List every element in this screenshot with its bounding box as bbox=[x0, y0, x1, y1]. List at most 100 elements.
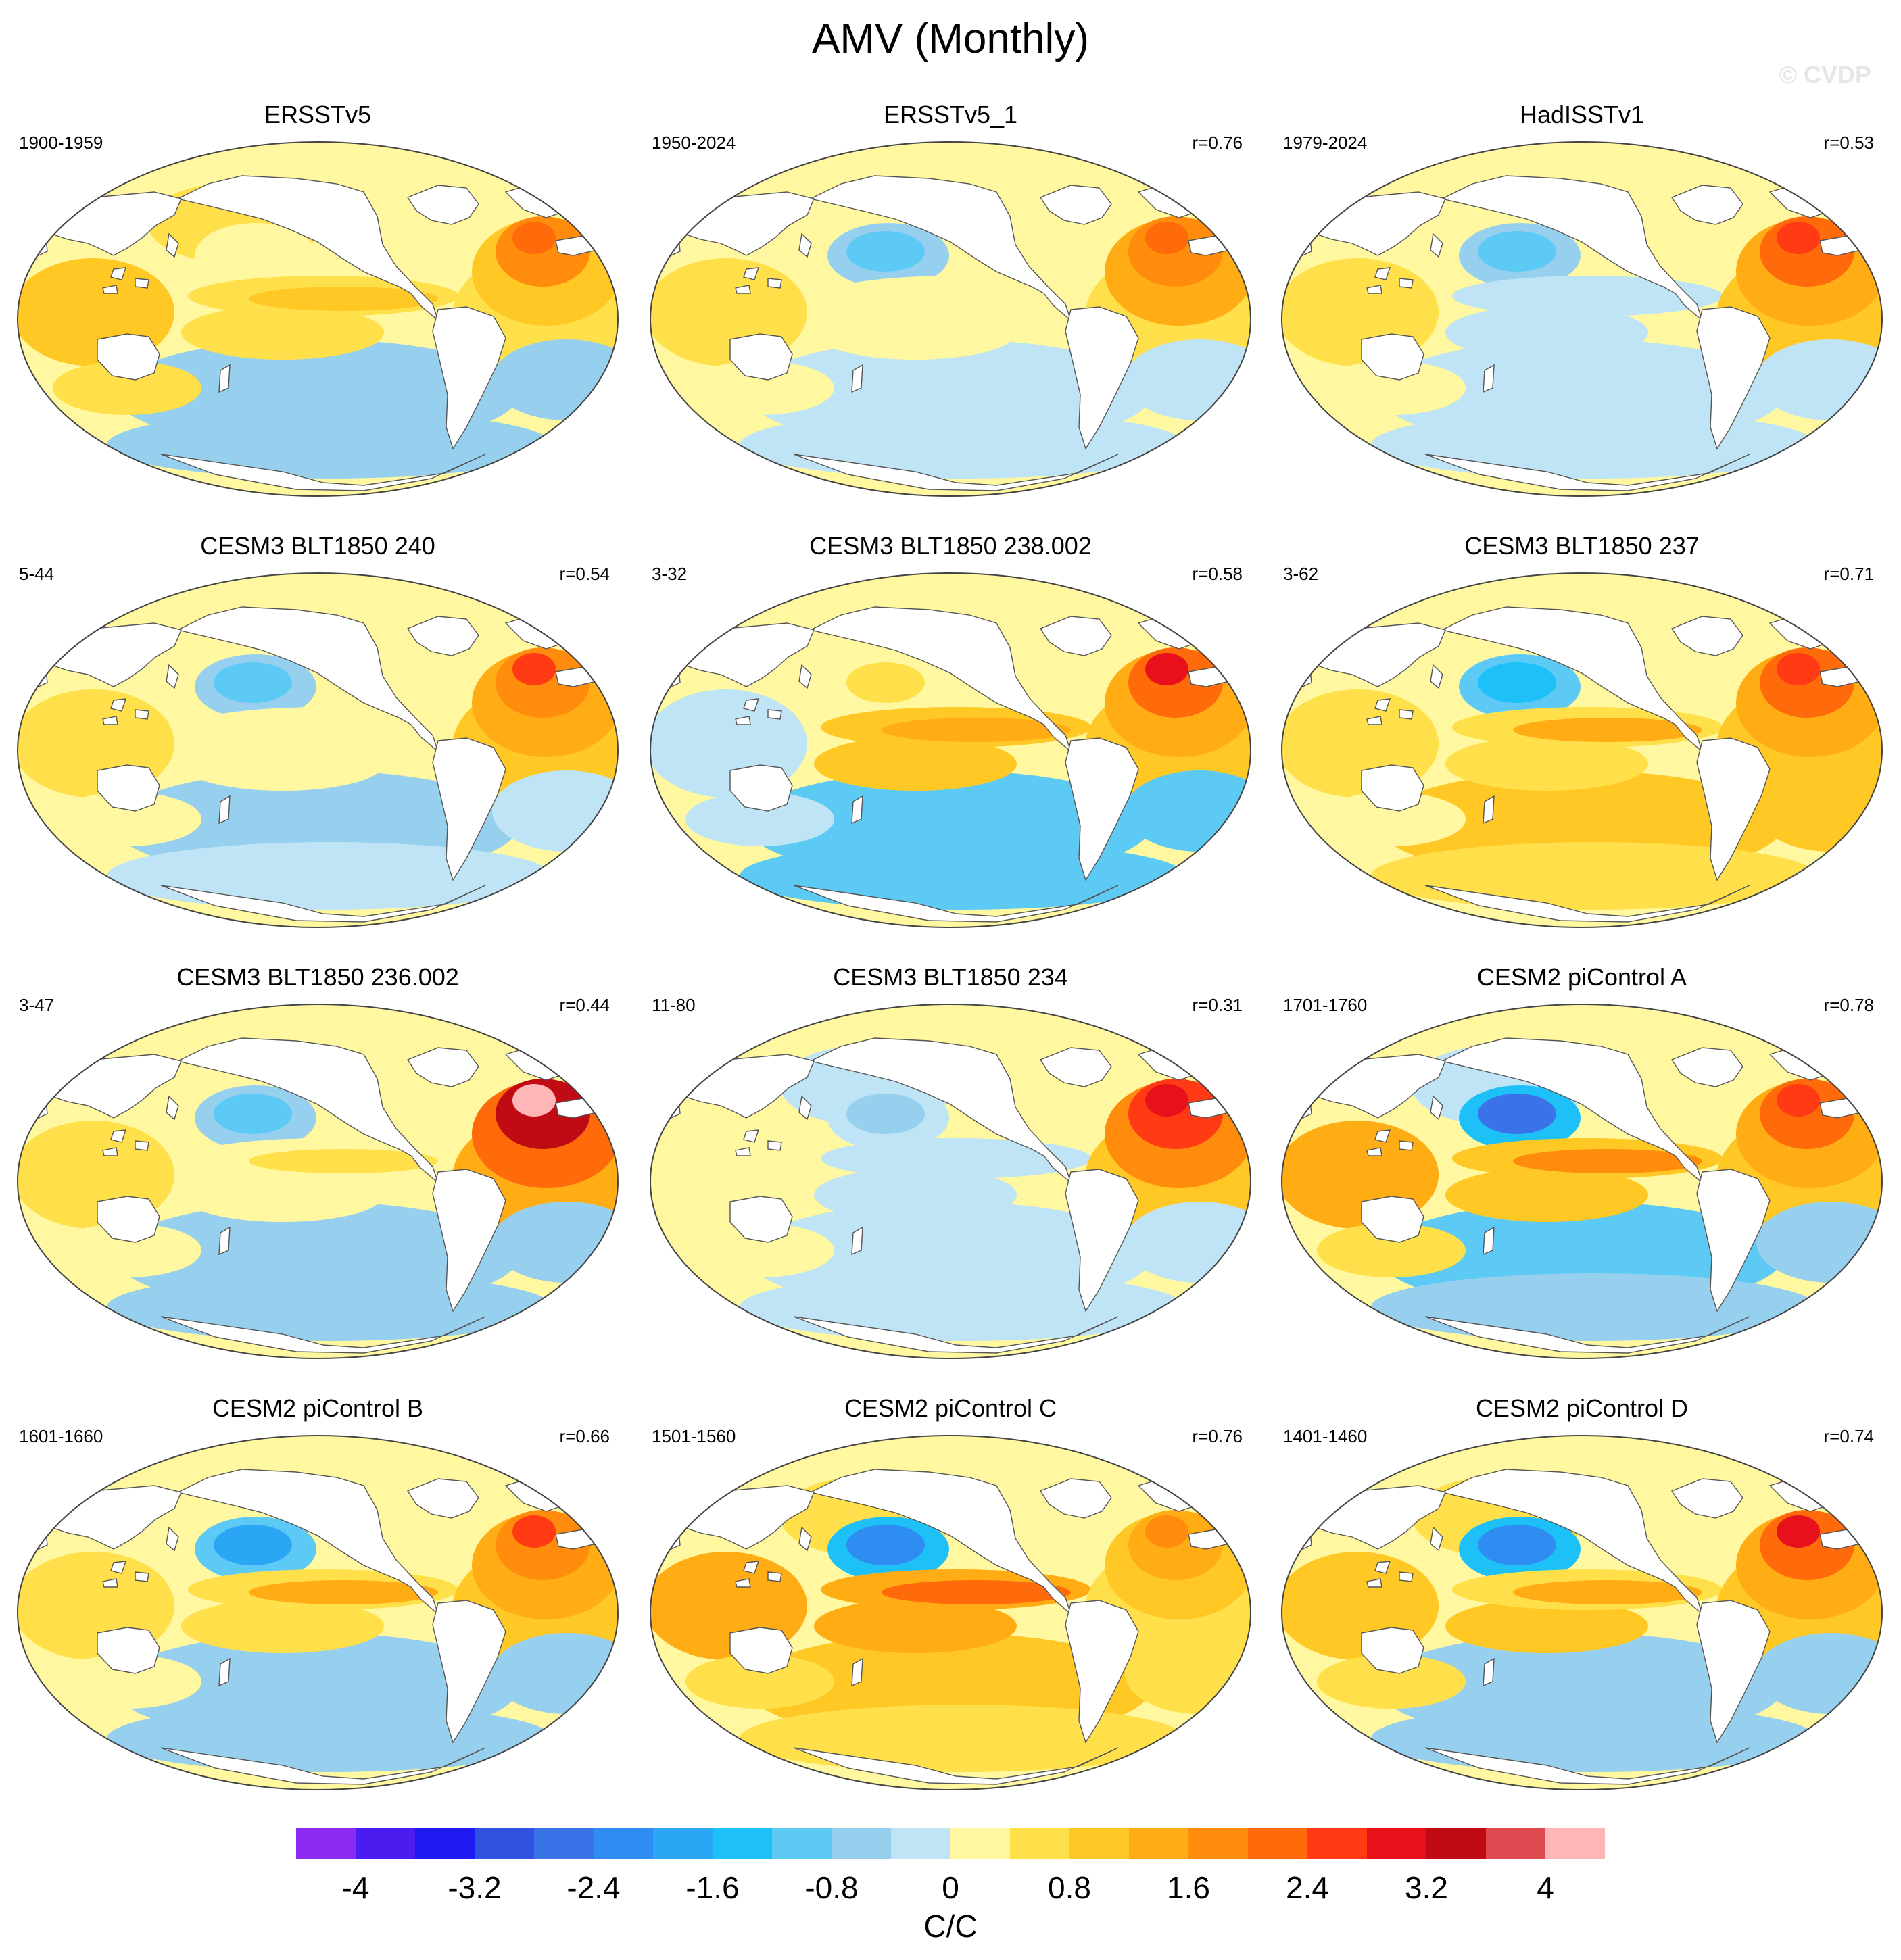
land-mass bbox=[1399, 278, 1414, 289]
far-south-anomaly bbox=[1371, 842, 1817, 910]
land-mass bbox=[1065, 306, 1139, 450]
land-mass bbox=[1424, 885, 1750, 923]
land-mass bbox=[1430, 1095, 1443, 1121]
land-mass bbox=[160, 454, 486, 491]
land-mass bbox=[729, 764, 793, 812]
north-atlantic-core-anomaly bbox=[1145, 653, 1188, 685]
land-mass bbox=[1483, 1226, 1495, 1256]
global-sst-map bbox=[649, 141, 1252, 497]
land-mass bbox=[743, 267, 760, 280]
south-pacific-diagonal-anomaly bbox=[1445, 305, 1648, 360]
colorbar-box bbox=[950, 1828, 1011, 1859]
land-mass bbox=[1282, 1087, 1312, 1121]
land-mass bbox=[798, 1526, 812, 1552]
land-mass bbox=[1670, 1047, 1743, 1087]
land-mass bbox=[1374, 698, 1391, 712]
land-mass bbox=[1039, 1478, 1112, 1519]
colorbar-box bbox=[1010, 1828, 1070, 1859]
land-mass bbox=[1039, 1047, 1112, 1087]
land-mass bbox=[1483, 1657, 1495, 1687]
land-mass bbox=[1374, 267, 1391, 280]
land-mass bbox=[735, 1147, 751, 1156]
land-mass bbox=[102, 716, 118, 725]
global-sst-map bbox=[16, 572, 619, 928]
pdo-core-anomaly bbox=[846, 1094, 925, 1134]
colorbar-box bbox=[713, 1828, 773, 1859]
south-pacific-diagonal-anomaly bbox=[181, 1599, 384, 1653]
map-outline bbox=[649, 1435, 1252, 1790]
panel-title: CESM2 piControl A bbox=[1476, 963, 1687, 991]
land-mass bbox=[1282, 656, 1312, 690]
colorbar-box bbox=[1188, 1828, 1249, 1859]
south-pacific-diagonal-anomaly bbox=[181, 305, 384, 360]
south-indian-anomaly bbox=[53, 1655, 201, 1709]
panel-period: 1501-1560 bbox=[652, 1426, 736, 1446]
land-mass bbox=[176, 175, 439, 322]
south-indian-anomaly bbox=[1317, 1223, 1466, 1277]
land-mass bbox=[1065, 1169, 1139, 1313]
land-mass bbox=[406, 1478, 479, 1519]
north-atlantic-core-anomaly bbox=[1777, 222, 1820, 254]
tropical-pacific-core-anomaly bbox=[1513, 287, 1702, 311]
map-panel: CESM3 BLT1850 238.002 3-32 r=0.58 bbox=[640, 531, 1261, 944]
map-outline bbox=[16, 572, 619, 928]
land-mass bbox=[110, 267, 127, 280]
south-indian-anomaly bbox=[685, 792, 834, 846]
tropical-pacific-core-anomaly bbox=[249, 718, 438, 742]
land-mass bbox=[18, 225, 48, 259]
colorbar-box bbox=[415, 1828, 475, 1859]
land-mass bbox=[1440, 1469, 1704, 1616]
land-mass bbox=[1430, 664, 1443, 689]
north-atlantic-core-anomaly bbox=[512, 1084, 556, 1117]
map-outline bbox=[1280, 1004, 1883, 1359]
land-mass bbox=[809, 1037, 1072, 1185]
south-pacific-diagonal-anomaly bbox=[181, 1168, 384, 1222]
land-mass bbox=[809, 606, 1072, 754]
panel-period: 1701-1760 bbox=[1283, 995, 1368, 1015]
colorbar-box bbox=[534, 1828, 594, 1859]
land-mass bbox=[1366, 1147, 1382, 1156]
south-pacific-diagonal-anomaly bbox=[814, 1599, 1017, 1653]
tropical-pacific-core-anomaly bbox=[249, 1580, 438, 1604]
colorbar-box bbox=[1129, 1828, 1189, 1859]
colorbar-tick-label: -0.8 bbox=[804, 1870, 859, 1905]
north-atlantic-core-anomaly bbox=[512, 222, 556, 254]
global-sst-map bbox=[16, 141, 619, 497]
panel-correlation: r=0.76 bbox=[1192, 1426, 1243, 1446]
far-south-anomaly bbox=[740, 411, 1186, 479]
map-panel: CESM3 BLT1850 240 5-44 r=0.54 bbox=[7, 531, 629, 944]
map-panel: ERSSTv5 1900-1959 bbox=[7, 100, 629, 512]
south-indian-anomaly bbox=[685, 361, 834, 415]
land-mass bbox=[406, 185, 479, 225]
land-mass bbox=[650, 656, 681, 690]
cvdp-watermark: © CVDP bbox=[1779, 61, 1871, 89]
land-mass bbox=[798, 664, 812, 689]
land-mass bbox=[18, 1519, 48, 1552]
panel-title: CESM3 BLT1850 237 bbox=[1464, 532, 1700, 560]
global-sst-map bbox=[1280, 141, 1883, 497]
map-panel: CESM3 BLT1850 236.002 3-47 r=0.44 bbox=[7, 962, 629, 1375]
land-mass bbox=[218, 795, 231, 825]
panel-correlation: r=0.44 bbox=[559, 995, 610, 1015]
land-mass bbox=[1424, 1316, 1750, 1354]
colorbar bbox=[296, 1828, 1606, 1859]
pdo-core-anomaly bbox=[1478, 231, 1556, 272]
land-mass bbox=[1065, 1600, 1139, 1744]
land-mass bbox=[1440, 175, 1704, 322]
pdo-core-anomaly bbox=[1478, 662, 1556, 703]
land-mass bbox=[135, 1140, 149, 1151]
land-mass bbox=[729, 1196, 793, 1243]
land-mass bbox=[767, 278, 782, 289]
land-mass bbox=[176, 1469, 439, 1616]
land-mass bbox=[160, 885, 486, 923]
land-mass bbox=[743, 1561, 760, 1574]
land-mass bbox=[767, 709, 782, 720]
colorbar-box bbox=[772, 1828, 832, 1859]
panel-correlation: r=0.54 bbox=[559, 564, 610, 584]
north-atlantic-core-anomaly bbox=[1777, 653, 1820, 685]
colorbar-box bbox=[832, 1828, 892, 1859]
land-mass bbox=[406, 1047, 479, 1087]
far-south-anomaly bbox=[1371, 411, 1817, 479]
global-sst-map bbox=[649, 1004, 1252, 1359]
land-mass bbox=[851, 364, 863, 393]
